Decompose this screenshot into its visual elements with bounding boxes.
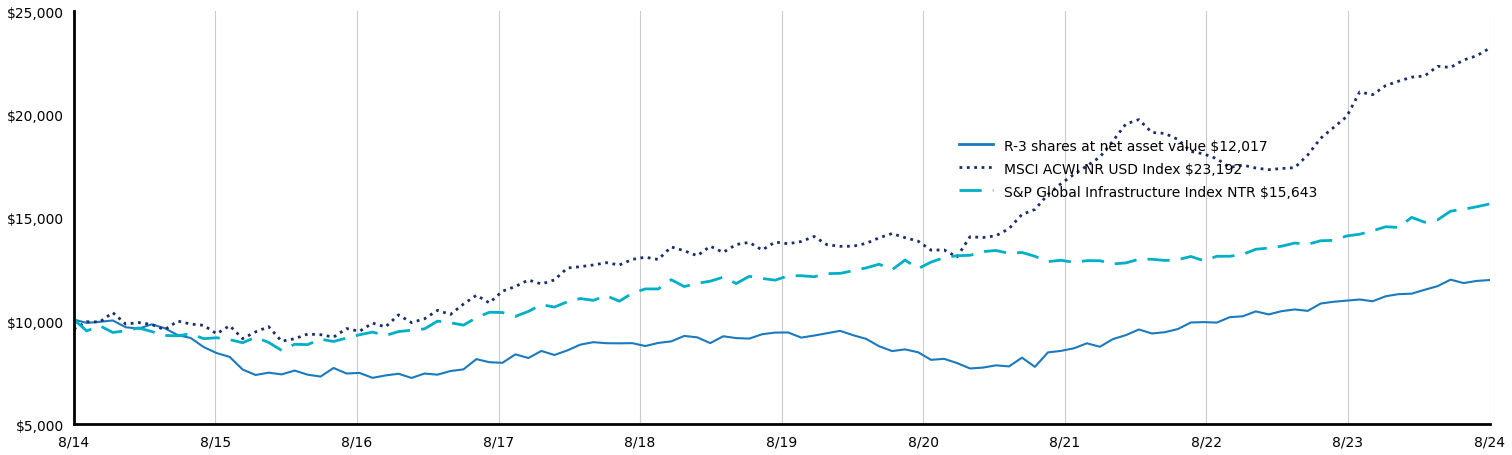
S&P Global Infrastructure Index NTR $15,643 [1480, 202, 1498, 207]
R-3 shares at net asset value $12,017 [1468, 278, 1486, 284]
MSCI ACWI NR USD Index $23,192 [272, 339, 290, 344]
MSCI ACWI NR USD Index $23,192 [1455, 58, 1473, 64]
Legend: R-3 shares at net asset value $12,017, MSCI ACWI NR USD Index $23,192, S&P Globa: R-3 shares at net asset value $12,017, M… [959, 138, 1317, 199]
MSCI ACWI NR USD Index $23,192 [727, 242, 745, 248]
S&P Global Infrastructure Index NTR $15,643 [1403, 215, 1421, 221]
R-3 shares at net asset value $12,017 [727, 336, 745, 341]
Line: R-3 shares at net asset value $12,017: R-3 shares at net asset value $12,017 [74, 280, 1489, 378]
Line: S&P Global Infrastructure Index NTR $15,643: S&P Global Infrastructure Index NTR $15,… [74, 204, 1489, 351]
R-3 shares at net asset value $12,017 [767, 330, 785, 335]
R-3 shares at net asset value $12,017 [1078, 341, 1096, 346]
R-3 shares at net asset value $12,017 [1480, 278, 1498, 283]
S&P Global Infrastructure Index NTR $15,643 [65, 317, 83, 323]
MSCI ACWI NR USD Index $23,192 [1403, 75, 1421, 81]
MSCI ACWI NR USD Index $23,192 [1480, 46, 1498, 52]
R-3 shares at net asset value $12,017 [1403, 291, 1421, 297]
S&P Global Infrastructure Index NTR $15,643 [1455, 207, 1473, 212]
Line: MSCI ACWI NR USD Index $23,192: MSCI ACWI NR USD Index $23,192 [74, 49, 1489, 341]
MSCI ACWI NR USD Index $23,192 [1078, 164, 1096, 169]
S&P Global Infrastructure Index NTR $15,643 [493, 310, 511, 316]
MSCI ACWI NR USD Index $23,192 [65, 327, 83, 332]
S&P Global Infrastructure Index NTR $15,643 [727, 281, 745, 287]
R-3 shares at net asset value $12,017 [493, 360, 511, 366]
R-3 shares at net asset value $12,017 [402, 375, 420, 381]
S&P Global Infrastructure Index NTR $15,643 [1078, 258, 1096, 264]
S&P Global Infrastructure Index NTR $15,643 [272, 348, 290, 354]
R-3 shares at net asset value $12,017 [65, 317, 83, 323]
S&P Global Infrastructure Index NTR $15,643 [767, 278, 785, 283]
MSCI ACWI NR USD Index $23,192 [767, 240, 785, 245]
MSCI ACWI NR USD Index $23,192 [493, 289, 511, 294]
R-3 shares at net asset value $12,017 [1441, 277, 1459, 283]
